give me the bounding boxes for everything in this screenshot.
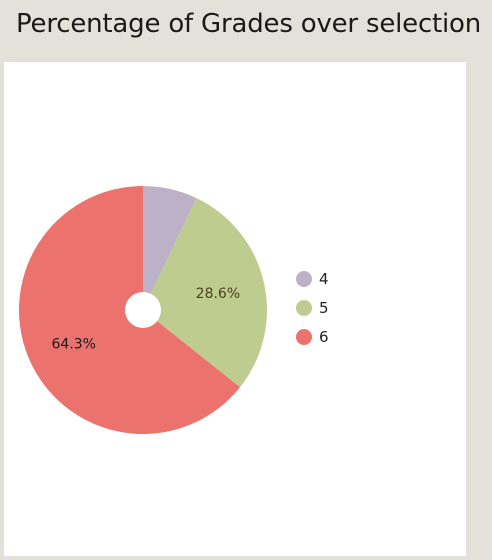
- title-bar: Percentage of Grades over selection: [0, 0, 492, 58]
- legend: 4 5 6: [296, 270, 329, 346]
- data-label-6: 64.3%: [52, 336, 96, 352]
- legend-item-5[interactable]: 5: [296, 299, 329, 317]
- data-labels: 28.6% 64.3%: [52, 286, 241, 353]
- donut-hole: [125, 292, 161, 328]
- pie-chart: 28.6% 64.3% 4 5 6: [18, 186, 329, 434]
- data-label-5: 28.6%: [196, 286, 240, 302]
- legend-swatch-4: [296, 271, 312, 287]
- legend-swatch-5: [296, 300, 312, 316]
- legend-swatch-6: [296, 329, 312, 345]
- pie-slice-5[interactable]: [143, 198, 267, 388]
- legend-item-4[interactable]: 4: [296, 270, 329, 288]
- page-title: Percentage of Grades over selection: [16, 9, 482, 39]
- pie-slice-4[interactable]: [143, 186, 197, 310]
- legend-label-5: 5: [319, 299, 329, 317]
- legend-label-4: 4: [319, 270, 329, 288]
- chart-card: 28.6% 64.3% 4 5 6: [4, 62, 466, 556]
- legend-label-6: 6: [319, 328, 329, 346]
- legend-item-6[interactable]: 6: [296, 328, 329, 346]
